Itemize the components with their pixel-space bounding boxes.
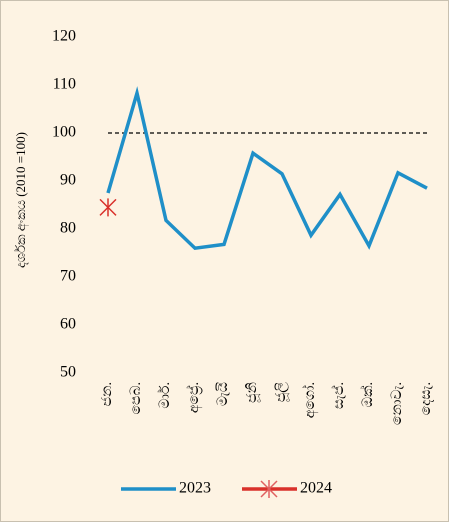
y-tick-label: 60 xyxy=(60,316,76,333)
x-tick-label: මැයි xyxy=(216,381,231,406)
y-tick-label: 100 xyxy=(52,124,76,141)
x-tick-label: ඔක්. xyxy=(360,382,376,407)
y-tick-label: 70 xyxy=(60,268,76,285)
point-marker xyxy=(99,198,117,217)
y-tick-label: 110 xyxy=(53,76,76,93)
y-tick-label: 120 xyxy=(52,28,76,45)
x-tick-label: ජන. xyxy=(100,382,115,406)
y-tick-label: 50 xyxy=(60,364,76,381)
x-tick-label: නොවැ. xyxy=(390,382,405,425)
x-tick-label: දෙසැ. xyxy=(419,382,434,415)
x-tick-label: සැප්. xyxy=(331,382,347,409)
legend-label: 2023 xyxy=(179,480,211,497)
y-tick-label: 90 xyxy=(60,172,76,189)
x-tick-label: ජූනි xyxy=(245,382,261,403)
y-axis-label: දර්ශක අංකය (2010 =100) xyxy=(13,132,29,268)
x-tick-label: පෙබ. xyxy=(129,382,144,415)
x-tick-label: අප්‍රේ. xyxy=(186,382,203,413)
point-marker xyxy=(260,480,278,498)
x-tick-label: ජූලි xyxy=(274,382,290,402)
y-tick-label: 80 xyxy=(60,220,76,237)
x-tick-label: මාර්. xyxy=(157,382,173,409)
x-tick-label: අගෝ. xyxy=(302,382,319,418)
legend-label: 2024 xyxy=(300,480,332,497)
series-line xyxy=(106,86,428,251)
